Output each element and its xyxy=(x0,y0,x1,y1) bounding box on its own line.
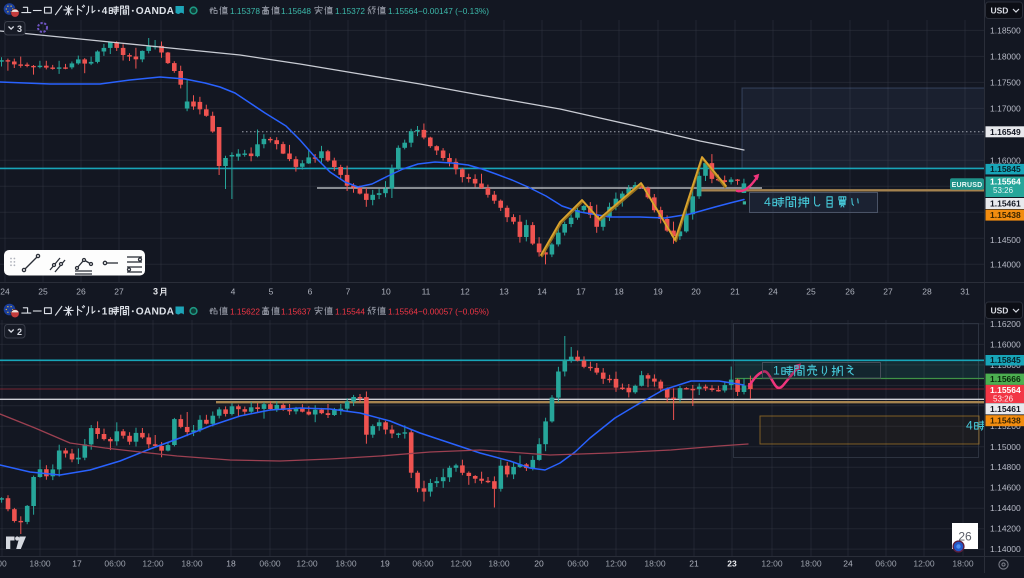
svg-text:21: 21 xyxy=(689,559,699,569)
svg-text:4: 4 xyxy=(966,418,973,432)
svg-text:53:26: 53:26 xyxy=(993,186,1014,195)
svg-text:18:00: 18:00 xyxy=(644,559,666,569)
svg-text:4: 4 xyxy=(764,195,771,209)
svg-text:4: 4 xyxy=(231,287,236,297)
svg-text:1.14500: 1.14500 xyxy=(990,235,1021,245)
svg-text:18:00: 18:00 xyxy=(29,559,51,569)
svg-text:1.15000: 1.15000 xyxy=(990,442,1021,452)
svg-text:1.15544: 1.15544 xyxy=(335,306,365,316)
svg-text:1.15564: 1.15564 xyxy=(388,306,418,316)
svg-text:USD: USD xyxy=(991,6,1009,16)
svg-text:1.15438: 1.15438 xyxy=(990,416,1021,426)
svg-text:1.15438: 1.15438 xyxy=(990,210,1021,220)
svg-text:25: 25 xyxy=(806,287,816,297)
svg-text:2: 2 xyxy=(17,327,22,337)
svg-text:OANDA: OANDA xyxy=(136,6,175,17)
svg-text:3: 3 xyxy=(17,24,22,34)
svg-text:12:00: 12:00 xyxy=(450,559,472,569)
svg-text:12: 12 xyxy=(460,287,470,297)
svg-text:1.16549: 1.16549 xyxy=(990,127,1021,137)
svg-text:1.16200: 1.16200 xyxy=(990,319,1021,329)
svg-text:5: 5 xyxy=(269,287,274,297)
svg-text:1.18500: 1.18500 xyxy=(990,25,1021,35)
svg-text:17: 17 xyxy=(576,287,586,297)
svg-text:1.16000: 1.16000 xyxy=(990,339,1021,349)
svg-text:24: 24 xyxy=(0,287,10,297)
svg-text:18:00: 18:00 xyxy=(488,559,510,569)
svg-text:06:00: 06:00 xyxy=(567,559,589,569)
svg-text:10: 10 xyxy=(381,287,391,297)
svg-text:1.15622: 1.15622 xyxy=(230,306,260,316)
svg-text:12:00: 12:00 xyxy=(913,559,935,569)
svg-text:1: 1 xyxy=(773,364,780,378)
svg-text:1.15461: 1.15461 xyxy=(990,404,1021,414)
svg-text:7: 7 xyxy=(346,287,351,297)
svg-text:1.15666: 1.15666 xyxy=(990,374,1021,384)
svg-text:21: 21 xyxy=(730,287,740,297)
svg-text:−0.00147 (−0.13%): −0.00147 (−0.13%) xyxy=(418,6,489,16)
svg-text:12:00: 12:00 xyxy=(296,559,318,569)
svg-text:20: 20 xyxy=(691,287,701,297)
svg-text:1.15564: 1.15564 xyxy=(388,6,418,16)
svg-text:1.14000: 1.14000 xyxy=(990,544,1021,554)
svg-text:18:00: 18:00 xyxy=(335,559,357,569)
svg-text:1.15648: 1.15648 xyxy=(281,6,311,16)
svg-text:27: 27 xyxy=(114,287,124,297)
svg-text:1: 1 xyxy=(102,306,108,317)
svg-text:1.14400: 1.14400 xyxy=(990,503,1021,513)
svg-text:18:00: 18:00 xyxy=(181,559,203,569)
svg-text:1.15378: 1.15378 xyxy=(230,6,260,16)
svg-text:1.15564: 1.15564 xyxy=(990,177,1021,187)
svg-text:31: 31 xyxy=(960,287,970,297)
svg-text:24: 24 xyxy=(843,559,853,569)
svg-text:1.15637: 1.15637 xyxy=(281,306,311,316)
svg-text:18:00: 18:00 xyxy=(800,559,822,569)
svg-text:14: 14 xyxy=(537,287,547,297)
svg-text:18: 18 xyxy=(614,287,624,297)
svg-text:19: 19 xyxy=(653,287,663,297)
svg-text:12:00: 12:00 xyxy=(605,559,627,569)
svg-text:−0.00057 (−0.05%): −0.00057 (−0.05%) xyxy=(418,306,489,316)
svg-text:1.15564: 1.15564 xyxy=(990,385,1021,395)
svg-text:11: 11 xyxy=(422,287,431,297)
svg-text:USD: USD xyxy=(991,306,1009,316)
svg-text:06:00: 06:00 xyxy=(104,559,126,569)
svg-text:28: 28 xyxy=(922,287,932,297)
svg-text:18:00: 18:00 xyxy=(952,559,974,569)
svg-text:12:00: 12:00 xyxy=(142,559,164,569)
svg-text:1.18000: 1.18000 xyxy=(990,51,1021,61)
svg-text:19: 19 xyxy=(380,559,390,569)
svg-text:OANDA: OANDA xyxy=(136,306,175,317)
svg-text:1.14800: 1.14800 xyxy=(990,462,1021,472)
svg-text:1.15372: 1.15372 xyxy=(335,6,365,16)
svg-text:1.17500: 1.17500 xyxy=(990,77,1021,87)
svg-text:18: 18 xyxy=(226,559,236,569)
svg-text:6: 6 xyxy=(308,287,313,297)
svg-text:12:00: 12:00 xyxy=(761,559,783,569)
svg-text:53:26: 53:26 xyxy=(993,394,1014,403)
svg-text:1.14200: 1.14200 xyxy=(990,524,1021,534)
svg-text:EURUSD: EURUSD xyxy=(952,182,983,189)
svg-text:1.15845: 1.15845 xyxy=(990,355,1021,365)
svg-text:1.14600: 1.14600 xyxy=(990,483,1021,493)
svg-text:3: 3 xyxy=(153,287,158,297)
svg-text:1.15845: 1.15845 xyxy=(990,164,1021,174)
svg-text:1.15461: 1.15461 xyxy=(990,199,1021,209)
svg-text:1.17000: 1.17000 xyxy=(990,103,1021,113)
svg-text:20: 20 xyxy=(534,559,544,569)
svg-text:23: 23 xyxy=(727,559,737,569)
svg-text:24: 24 xyxy=(768,287,778,297)
svg-text:4: 4 xyxy=(102,6,108,17)
svg-text:17: 17 xyxy=(72,559,82,569)
svg-text:25: 25 xyxy=(38,287,48,297)
svg-text:26: 26 xyxy=(76,287,86,297)
svg-text:27: 27 xyxy=(883,287,893,297)
svg-text:00: 00 xyxy=(0,559,7,569)
svg-text:1.14000: 1.14000 xyxy=(990,259,1021,269)
svg-text:26: 26 xyxy=(845,287,855,297)
svg-text:06:00: 06:00 xyxy=(259,559,281,569)
svg-text:06:00: 06:00 xyxy=(875,559,897,569)
svg-text:06:00: 06:00 xyxy=(412,559,434,569)
svg-text:13: 13 xyxy=(499,287,509,297)
